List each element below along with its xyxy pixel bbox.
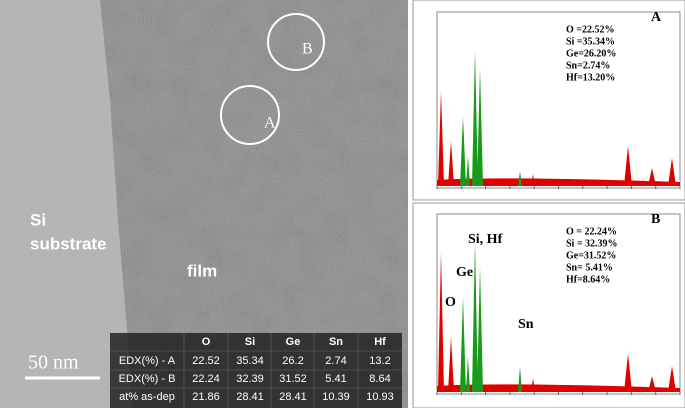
- column-header: Ge: [286, 336, 301, 348]
- region-a-circle: [220, 85, 280, 145]
- region-b-circle: [267, 13, 325, 71]
- peak: [460, 297, 466, 392]
- cell: 5.41: [325, 373, 346, 385]
- substrate-label: Si: [30, 210, 46, 229]
- peak: [624, 354, 632, 392]
- peak: [466, 357, 470, 392]
- column-header: Sn: [329, 336, 343, 348]
- peak: [531, 174, 535, 186]
- plot-frame: [436, 213, 681, 395]
- composition: Sn=2.74%: [566, 60, 610, 71]
- peak: [518, 171, 522, 186]
- spectrum-a: A O =22.52%Si =35.34%Ge=26.20%Sn=2.74%Hf…: [412, 0, 685, 201]
- peak: [648, 376, 656, 392]
- peak: [438, 252, 444, 392]
- composition: Hf=8.64%: [566, 274, 610, 285]
- cell: 10.39: [322, 391, 350, 403]
- cell: 13.2: [369, 355, 390, 367]
- peak: [624, 146, 632, 186]
- peak-label: O: [445, 295, 456, 310]
- composition: Si = 32.39%: [566, 238, 618, 249]
- panel-label: A: [651, 10, 662, 25]
- peak-label: Ge: [456, 265, 473, 280]
- peak: [668, 158, 676, 186]
- peak: [438, 91, 444, 186]
- peak: [648, 168, 656, 186]
- peak: [460, 116, 466, 186]
- background-signal: [437, 384, 680, 392]
- row-header: EDX(%) - B: [119, 373, 176, 385]
- peak: [472, 51, 478, 186]
- composition: Sn= 5.41%: [566, 262, 613, 273]
- film-label: film: [187, 261, 217, 280]
- substrate-label: substrate: [30, 234, 107, 253]
- row-header: at% as-dep: [119, 391, 175, 403]
- peak: [466, 156, 470, 186]
- composition: Ge=26.20%: [566, 48, 616, 59]
- cell: 8.64: [369, 373, 390, 385]
- substrate-texture: [0, 0, 132, 408]
- peak: [472, 242, 478, 392]
- peak: [448, 141, 454, 186]
- cell: 22.24: [192, 373, 220, 385]
- column-header: Hf: [374, 336, 386, 348]
- peak-label: Si, Hf: [468, 232, 503, 247]
- table-background: [110, 333, 402, 408]
- cell: 31.52: [279, 373, 307, 385]
- column-header: O: [202, 336, 211, 348]
- region-label: A: [264, 115, 276, 132]
- composition: O = 22.24%: [566, 226, 617, 237]
- composition: Ge=31.52%: [566, 250, 616, 261]
- composition: O =22.52%: [566, 24, 614, 35]
- spectrum-b: B Si, Hf Ge O Sn O = 22.24%Si = 32.39%Ge…: [412, 202, 685, 409]
- row-header: EDX(%) - A: [119, 355, 176, 367]
- background-signal: [437, 178, 680, 186]
- peak-label: Sn: [518, 317, 534, 332]
- region-label: B: [302, 41, 313, 58]
- peak: [477, 68, 483, 186]
- cell: 10.93: [366, 391, 394, 403]
- cell: 26.2: [282, 355, 303, 367]
- tem-image: B A Si substrate film 50 nm: [0, 0, 408, 408]
- cell: 28.41: [236, 391, 264, 403]
- composition-table: O Si Ge Sn Hf EDX(%) - A 22.52 35.34 26.2 2.74 13.…: [110, 333, 402, 408]
- peak: [668, 366, 676, 392]
- cell: 28.41: [279, 391, 307, 403]
- cell: 21.86: [192, 391, 220, 403]
- cell: 35.34: [236, 355, 264, 367]
- peak: [448, 337, 454, 392]
- panel-label: B: [651, 212, 660, 227]
- cell: 2.74: [325, 355, 346, 367]
- scale-label: 50 nm: [28, 352, 79, 374]
- cell: 22.52: [192, 355, 220, 367]
- column-header: Si: [245, 336, 255, 348]
- composition: Si =35.34%: [566, 36, 615, 47]
- cell: 32.39: [236, 373, 264, 385]
- peak: [531, 378, 535, 392]
- peak: [518, 367, 522, 392]
- peak: [477, 267, 483, 392]
- composition: Hf=13.20%: [566, 72, 615, 83]
- plot-frame: [436, 11, 681, 189]
